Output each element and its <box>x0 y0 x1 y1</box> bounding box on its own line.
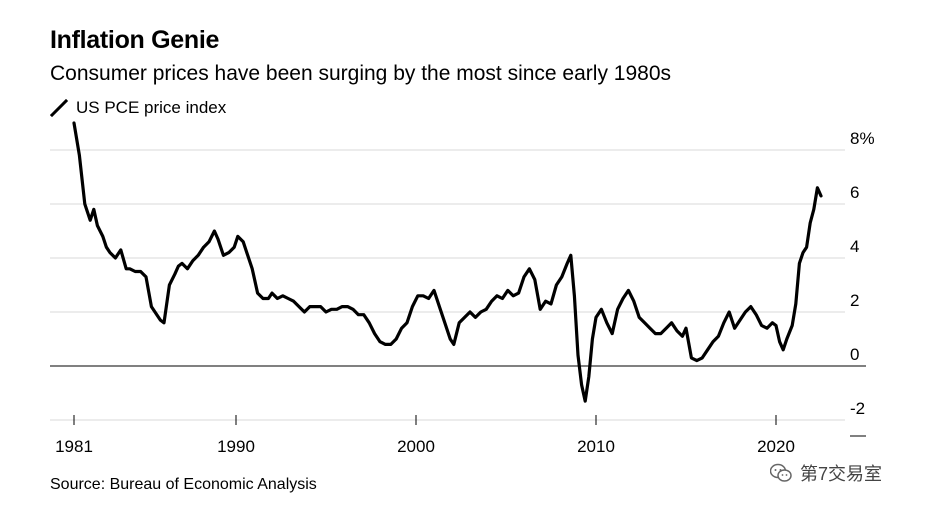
legend-line-swatch <box>50 99 68 117</box>
legend: US PCE price index <box>50 98 226 118</box>
y-tick-label: 6 <box>850 183 859 202</box>
wechat-icon <box>770 463 792 482</box>
x-tick-label: 1981 <box>55 437 93 456</box>
y-tick-label: 4 <box>850 237 859 256</box>
chart-subtitle: Consumer prices have been surging by the… <box>50 62 671 85</box>
x-tick-label: 1990 <box>217 437 255 456</box>
legend-label: US PCE price index <box>76 98 227 117</box>
y-tick-label: 8% <box>850 129 875 148</box>
y-tick-label: 2 <box>850 291 859 310</box>
source-note: Source: Bureau of Economic Analysis <box>50 476 317 493</box>
watermark: 第7交易室 <box>770 460 882 486</box>
chart-title: Inflation Genie <box>50 26 220 54</box>
x-tick-label: 2000 <box>397 437 435 456</box>
watermark-label: 第7交易室 <box>800 464 883 484</box>
x-tick-label: 2020 <box>757 437 795 456</box>
series-line-pce <box>72 121 823 403</box>
x-tick-label: 2010 <box>577 437 615 456</box>
y-tick-label: -2 <box>850 399 865 418</box>
y-tick-label: 0 <box>850 345 859 364</box>
